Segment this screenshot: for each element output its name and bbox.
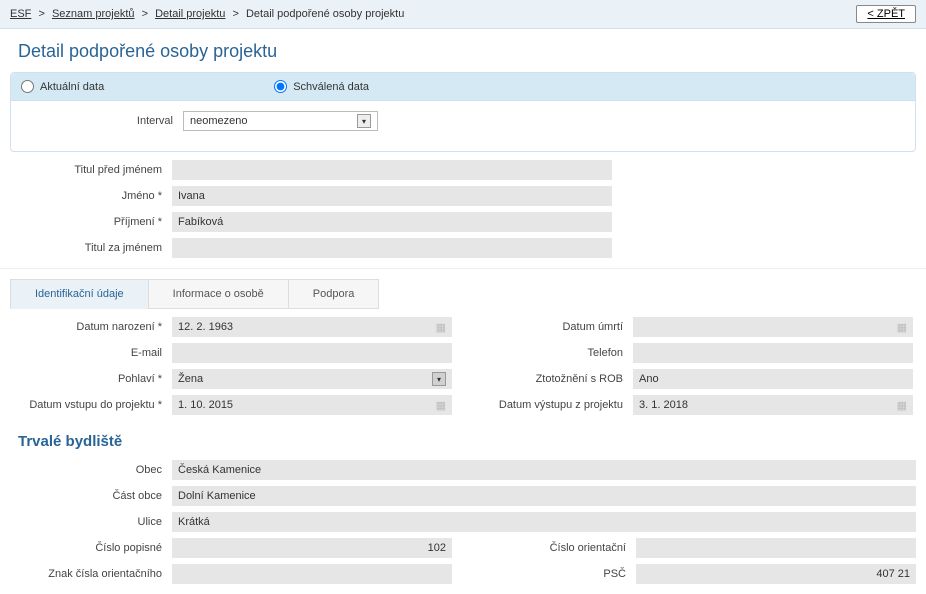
tab-ident[interactable]: Identifikační údaje — [10, 279, 149, 309]
birth-field: 12. 2. 1963 ▦ — [172, 317, 452, 337]
breadcrumb-current: Detail podpořené osoby projektu — [246, 8, 404, 20]
cast-field: Dolní Kamenice — [172, 486, 916, 506]
calendar-icon: ▦ — [897, 321, 907, 334]
death-label: Datum úmrtí — [463, 321, 633, 333]
calendar-icon: ▦ — [436, 321, 446, 334]
title-after-label: Titul za jménem — [10, 242, 172, 254]
znak-field — [172, 564, 452, 584]
radio-current-input[interactable] — [21, 80, 34, 93]
exit-field: 3. 1. 2018 ▦ — [633, 395, 913, 415]
tabs: Identifikační údaje Informace o osobě Po… — [10, 279, 916, 309]
email-field — [172, 343, 452, 363]
death-field: ▦ — [633, 317, 913, 337]
phone-field — [633, 343, 913, 363]
firstname-field: Ivana — [172, 186, 612, 206]
page-title: Detail podpořené osoby projektu — [0, 29, 926, 72]
entry-value: 1. 10. 2015 — [178, 399, 233, 411]
interval-label: Interval — [21, 115, 183, 127]
rob-label: Ztotožnění s ROB — [463, 373, 633, 385]
cp-label: Číslo popisné — [10, 542, 172, 554]
exit-label: Datum výstupu z projektu — [463, 399, 633, 411]
psc-field: 407 21 — [636, 564, 916, 584]
entry-label: Datum vstupu do projektu * — [10, 399, 172, 411]
radio-approved-input[interactable] — [274, 80, 287, 93]
obec-label: Obec — [10, 464, 172, 476]
psc-label: PSČ — [466, 568, 636, 580]
phone-label: Telefon — [463, 347, 633, 359]
firstname-label: Jméno * — [10, 190, 172, 202]
address-block: Obec Česká Kamenice Část obce Dolní Kame… — [10, 460, 916, 584]
chevron-down-icon: ▾ — [357, 114, 371, 128]
sex-label: Pohlaví * — [10, 373, 172, 385]
birth-label: Datum narození * — [10, 321, 172, 333]
name-block: Titul před jménem Jméno * Ivana Příjmení… — [10, 160, 916, 258]
cast-label: Část obce — [10, 490, 172, 502]
radio-approved-label: Schválená data — [293, 81, 369, 93]
divider — [0, 268, 926, 269]
radio-current-label: Aktuální data — [40, 81, 104, 93]
back-button[interactable]: < ZPĚT — [856, 5, 916, 23]
radio-approved[interactable]: Schválená data — [274, 80, 369, 93]
breadcrumb: ESF > Seznam projektů > Detail projektu … — [10, 8, 404, 20]
breadcrumb-link-seznam[interactable]: Seznam projektů — [52, 8, 135, 20]
interval-select[interactable]: neomezeno ▾ — [183, 111, 378, 131]
surname-label: Příjmení * — [10, 216, 172, 228]
surname-field: Fabíková — [172, 212, 612, 232]
data-mode-panel: Aktuální data Schválená data Interval ne… — [10, 72, 916, 152]
rob-field: Ano — [633, 369, 913, 389]
breadcrumb-bar: ESF > Seznam projektů > Detail projektu … — [0, 0, 926, 29]
calendar-icon: ▦ — [897, 399, 907, 412]
title-before-label: Titul před jménem — [10, 164, 172, 176]
co-field — [636, 538, 916, 558]
exit-value: 3. 1. 2018 — [639, 399, 688, 411]
ulice-field: Krátká — [172, 512, 916, 532]
data-mode-header: Aktuální data Schválená data — [11, 73, 915, 101]
obec-field: Česká Kamenice — [172, 460, 916, 480]
sex-field[interactable]: Žena ▾ — [172, 369, 452, 389]
tab-support[interactable]: Podpora — [288, 279, 380, 309]
radio-current[interactable]: Aktuální data — [21, 80, 104, 93]
sex-value: Žena — [178, 373, 203, 385]
cp-field: 102 — [172, 538, 452, 558]
title-before-field — [172, 160, 612, 180]
tab-content-ident: Datum narození * 12. 2. 1963 ▦ Datum úmr… — [10, 317, 916, 415]
title-after-field — [172, 238, 612, 258]
interval-value: neomezeno — [190, 115, 248, 127]
email-label: E-mail — [10, 347, 172, 359]
birth-value: 12. 2. 1963 — [178, 321, 233, 333]
znak-label: Znak čísla orientačního — [10, 568, 172, 580]
breadcrumb-link-esf[interactable]: ESF — [10, 8, 31, 20]
address-title: Trvalé bydliště — [0, 425, 926, 460]
co-label: Číslo orientační — [466, 542, 636, 554]
tab-info[interactable]: Informace o osobě — [148, 279, 289, 309]
calendar-icon: ▦ — [436, 399, 446, 412]
ulice-label: Ulice — [10, 516, 172, 528]
breadcrumb-link-detail[interactable]: Detail projektu — [155, 8, 225, 20]
chevron-down-icon: ▾ — [432, 372, 446, 386]
entry-field: 1. 10. 2015 ▦ — [172, 395, 452, 415]
